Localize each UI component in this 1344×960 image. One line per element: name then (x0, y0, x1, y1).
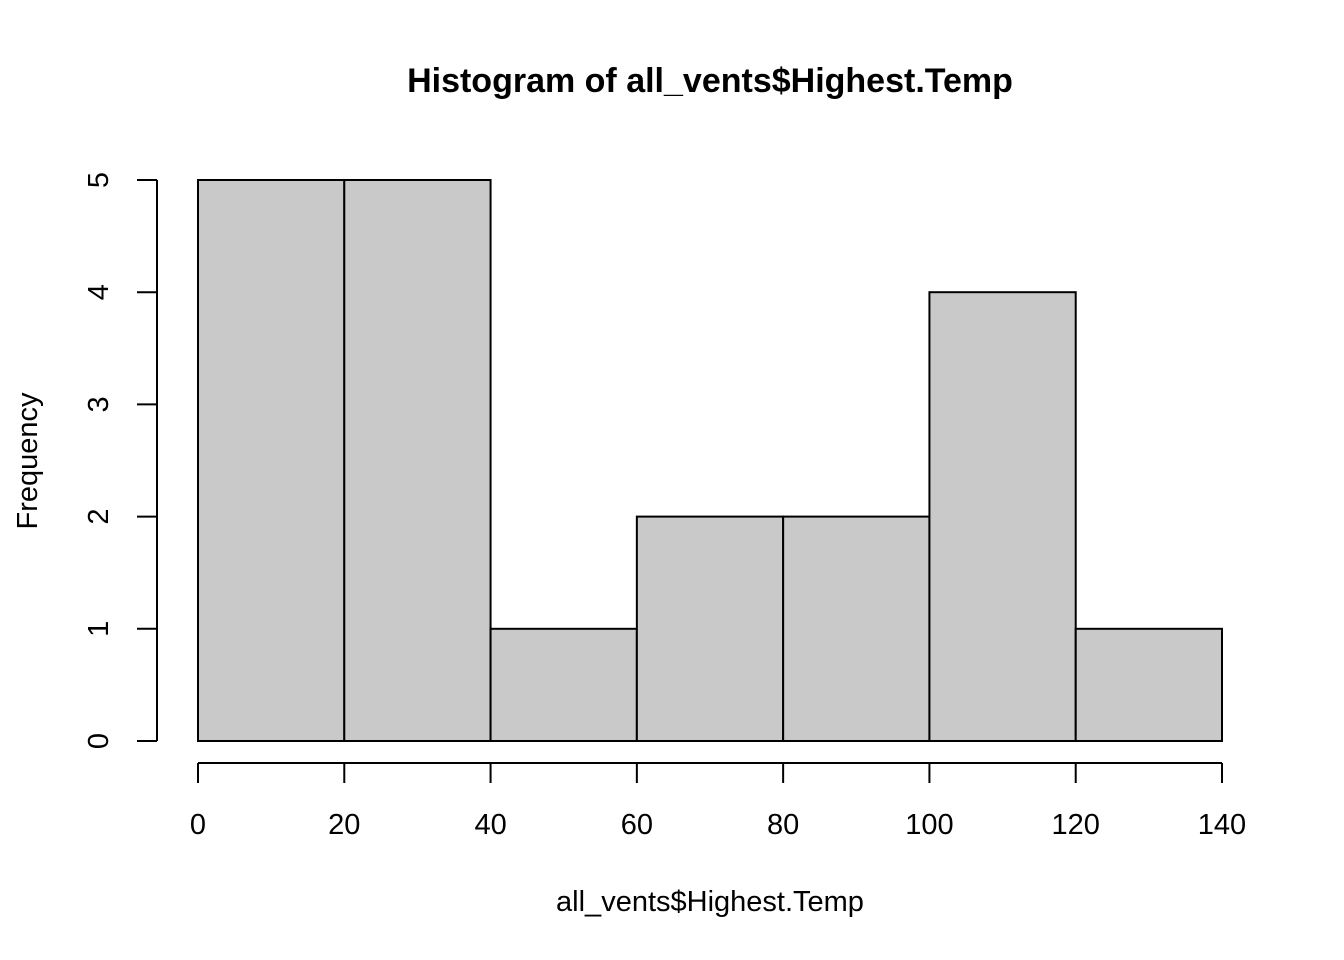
x-tick-label: 40 (474, 809, 506, 841)
x-tick-label: 0 (190, 809, 206, 841)
histogram-bar (928, 291, 1077, 742)
y-tick-label: 5 (83, 172, 115, 188)
x-axis: 0 20 40 60 80 100 120 140 (190, 762, 1246, 841)
histogram-bar (197, 179, 346, 742)
y-axis-label: Frequency (12, 392, 44, 530)
bars-group (197, 179, 1223, 742)
y-tick-label: 1 (83, 621, 115, 637)
x-tick-label: 20 (328, 809, 360, 841)
x-tick-label: 60 (621, 809, 653, 841)
y-tick-label: 0 (83, 733, 115, 749)
histogram-bar (635, 515, 785, 742)
y-axis: 0 1 2 3 4 5 (83, 172, 158, 749)
x-tick-label: 80 (767, 809, 799, 841)
y-tick-label: 3 (83, 396, 115, 412)
y-tick-label: 4 (83, 284, 115, 300)
histogram-bar (782, 515, 931, 742)
histogram-bar (489, 627, 638, 742)
x-tick-label: 140 (1198, 809, 1246, 841)
x-tick-label: 100 (905, 809, 953, 841)
histogram-bar (343, 179, 492, 742)
y-tick-label: 2 (83, 509, 115, 525)
chart-title: Histogram of all_vents$Highest.Temp (407, 62, 1013, 100)
histogram-bar (1074, 627, 1223, 742)
x-tick-label: 120 (1052, 809, 1100, 841)
x-axis-label: all_vents$Highest.Temp (556, 886, 864, 918)
